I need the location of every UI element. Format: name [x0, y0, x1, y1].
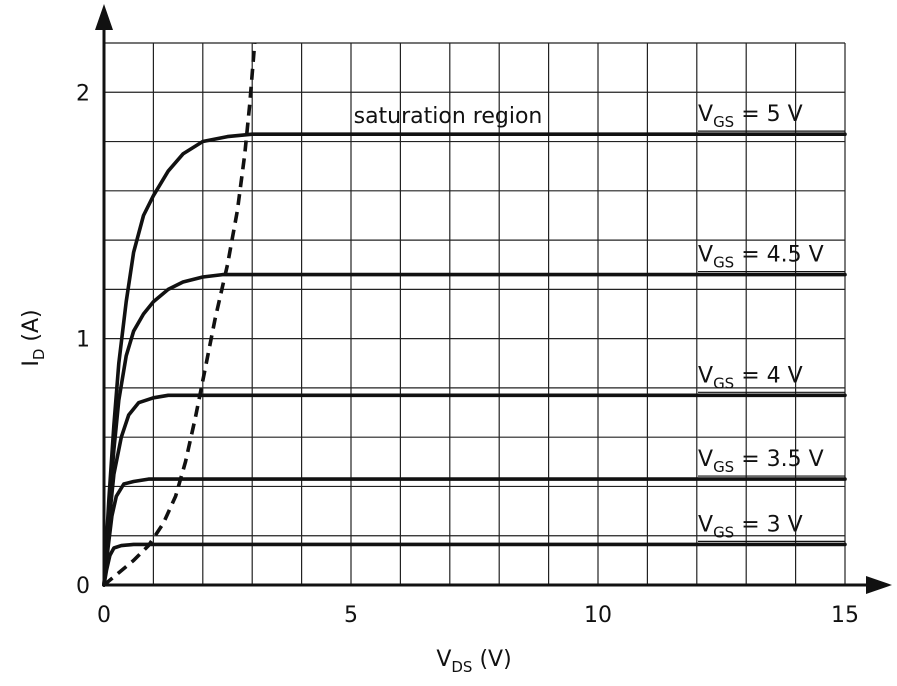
- series-label-prefix: V: [698, 243, 713, 268]
- series-line-vgs-4-5: [102, 272, 847, 587]
- y-tick-label: 1: [76, 328, 90, 353]
- series-line-vgs-3-5: [102, 477, 847, 587]
- series-label-text: VGS = 5 V: [698, 102, 803, 131]
- x-axis-label: VDS (V): [436, 647, 511, 676]
- x-axis-label-main: V: [436, 647, 451, 672]
- series-label-text: VGS = 4.5 V: [698, 243, 824, 272]
- x-axis-label-subscript: DS: [451, 658, 472, 676]
- series-label-value: = 4.5 V: [734, 243, 823, 268]
- saturation-boundary-line: [102, 42, 257, 587]
- curves: [102, 42, 847, 587]
- series-label-vgs-3-5: VGS = 3.5 V: [698, 447, 845, 477]
- series-label-subscript: GS: [713, 523, 734, 541]
- series-label-value: = 4 V: [734, 363, 802, 388]
- series-line-vgs-5: [102, 132, 847, 587]
- y-tick-label: 2: [76, 81, 90, 106]
- axes: [95, 4, 892, 594]
- series-label-subscript: GS: [713, 113, 734, 131]
- series-label-text: VGS = 4 V: [698, 363, 803, 392]
- series-label-subscript: GS: [713, 458, 734, 476]
- series-label-prefix: V: [698, 512, 713, 537]
- series-label-prefix: V: [698, 102, 713, 127]
- y-tick-label: 0: [76, 574, 90, 599]
- series-label-text: VGS = 3.5 V: [698, 447, 824, 476]
- x-axis-label-unit: (V): [472, 647, 511, 672]
- series-label-value: = 5 V: [734, 102, 802, 127]
- series-label-vgs-3: VGS = 3 V: [698, 512, 845, 542]
- x-tick-label: 0: [97, 603, 111, 628]
- series-label-prefix: V: [698, 363, 713, 388]
- series-line-vgs-4: [102, 393, 847, 587]
- y-axis-label: ID (A): [19, 309, 48, 366]
- tick-labels: 0 5 10 15 0 1 2: [76, 81, 859, 628]
- series-label-text: VGS = 3 V: [698, 512, 803, 541]
- saturation-region-annotation: saturation region: [354, 104, 543, 129]
- y-axis-label-unit: (A): [19, 309, 44, 348]
- y-axis-label-subscript: D: [30, 349, 48, 361]
- y-axis-label-main: I: [19, 360, 44, 367]
- series-label-value: = 3 V: [734, 512, 802, 537]
- x-tick-label: 5: [344, 603, 358, 628]
- series-label-value: = 3.5 V: [734, 447, 823, 472]
- labels: VDS (V)ID (A)saturation region VGS = 5 VV…: [19, 102, 845, 676]
- series-label-vgs-5: VGS = 5 V: [698, 102, 845, 132]
- series-label-subscript: GS: [713, 254, 734, 272]
- series-label-subscript: GS: [713, 374, 734, 392]
- series-label-prefix: V: [698, 447, 713, 472]
- x-tick-label: 15: [831, 603, 859, 628]
- x-tick-label: 10: [584, 603, 612, 628]
- series-label-vgs-4: VGS = 4 V: [698, 363, 845, 393]
- series-label-vgs-4-5: VGS = 4.5 V: [698, 243, 845, 273]
- y-axis-arrow-icon: [95, 4, 113, 30]
- x-axis-arrow-icon: [866, 576, 892, 594]
- series-line-vgs-3: [102, 542, 847, 587]
